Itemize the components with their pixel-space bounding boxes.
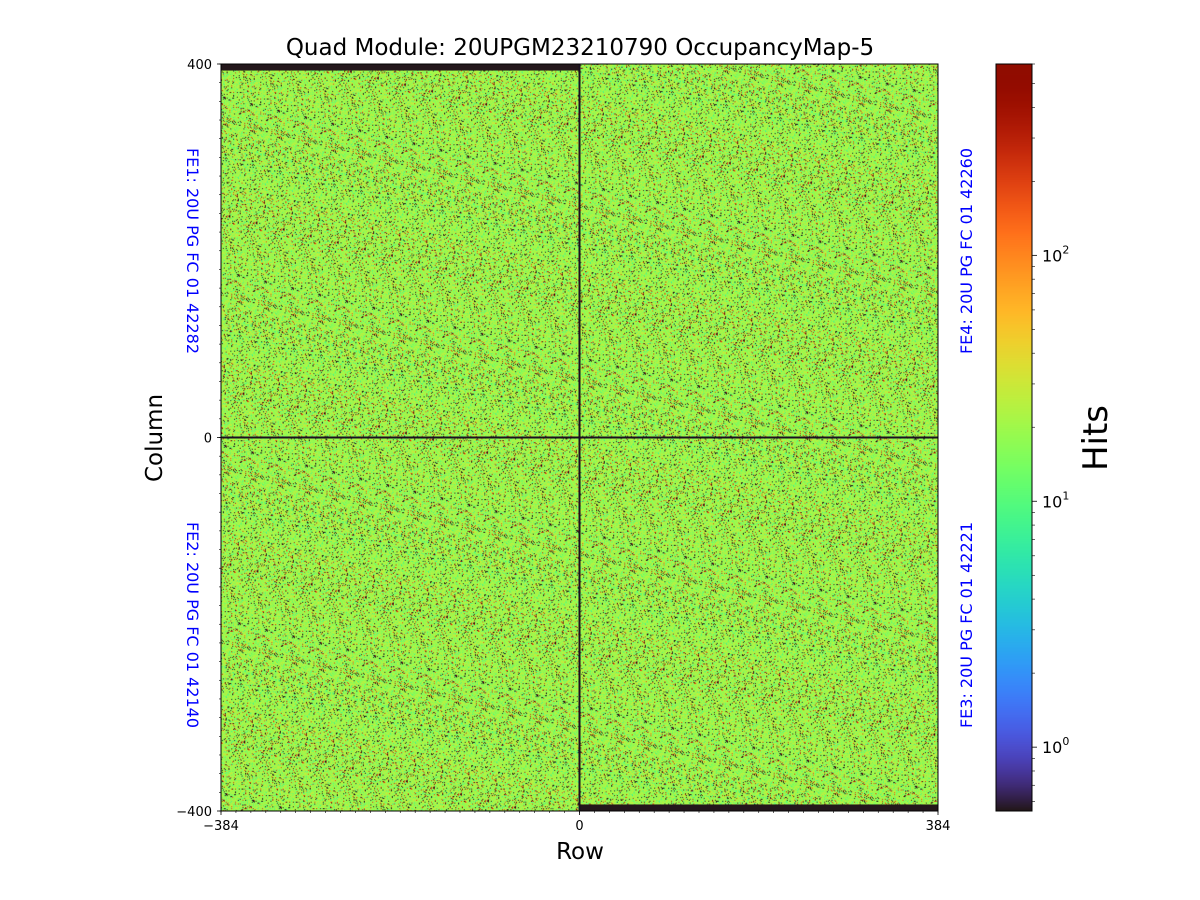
dead-strip-bottom <box>579 804 938 811</box>
y-tick-label: −400 <box>176 805 212 820</box>
colorbar-label: Hits <box>1076 405 1116 471</box>
colorbar-gradient <box>996 64 1032 811</box>
colorbar-frame <box>995 63 1033 812</box>
fe4-label: FE4: 20U PG FC 01 42260 <box>957 148 976 354</box>
fe3-label: FE3: 20U PG FC 01 42221 <box>957 522 976 728</box>
colorbar: 100 101 102 <box>995 63 1069 812</box>
chart-title: Quad Module: 20UPGM23210790 OccupancyMap… <box>286 35 874 61</box>
colorbar-ticks: 100 101 102 <box>1032 63 1069 803</box>
x-tick-label: 0 <box>575 819 583 834</box>
plot-area <box>220 63 939 812</box>
fe1-label: FE1: 20U PG FC 01 42282 <box>183 148 202 354</box>
colorbar-tick-label: 102 <box>1042 243 1069 265</box>
y-tick-label: 400 <box>187 58 212 73</box>
x-axis-label: Row <box>556 839 604 865</box>
y-axis-label: Column <box>142 394 168 482</box>
x-tick-label: −384 <box>203 819 239 834</box>
y-tick-label: 0 <box>204 432 212 447</box>
x-tick-label: 384 <box>926 819 951 834</box>
y-axis-ticks: −400 0 400 <box>176 58 221 820</box>
dead-strip-top <box>221 64 580 71</box>
fe2-label: FE2: 20U PG FC 01 42140 <box>183 522 202 728</box>
colorbar-tick-label: 101 <box>1042 489 1069 511</box>
colorbar-tick-label: 100 <box>1042 735 1069 757</box>
x-axis-ticks: −384 0 384 <box>203 811 950 834</box>
